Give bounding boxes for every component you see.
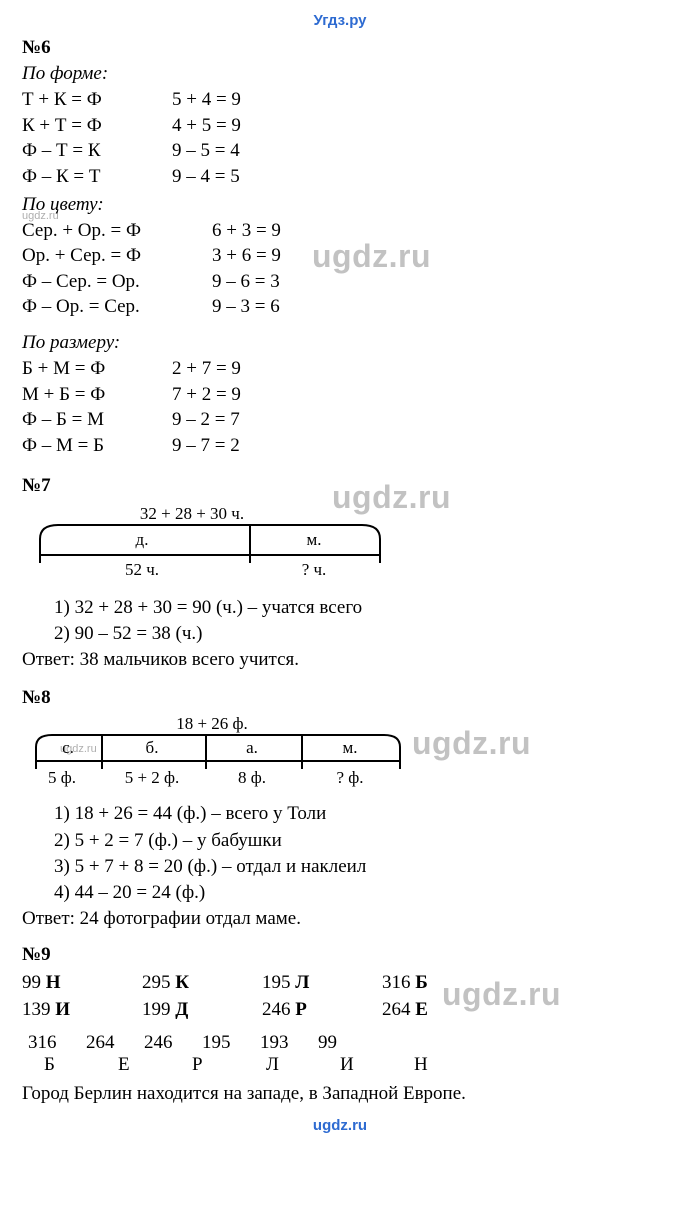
p8-seg-top: с. xyxy=(62,738,74,757)
eq-l: Ф – Ор. = Сер. xyxy=(22,294,212,320)
p6-size-block: Б + М = Ф2 + 7 = 9 М + Б = Ф7 + 2 = 9 Ф … xyxy=(22,356,658,459)
cipher-num: 264 xyxy=(86,1032,144,1055)
p7-line: 1) 32 + 28 + 30 = 90 (ч.) – учатся всего xyxy=(22,595,658,621)
p6-color-block: Сер. + Ор. = Ф6 + 3 = 9 Ор. + Сер. = Ф3 … xyxy=(22,218,658,321)
eq-r: 5 + 4 = 9 xyxy=(172,87,241,113)
p7-seg2-top: м. xyxy=(306,530,321,549)
p9-cipher-nums: 316 264 246 195 193 99 xyxy=(22,1032,658,1055)
cipher-num: 193 xyxy=(260,1032,318,1055)
p6-title: №6 xyxy=(22,37,658,59)
p8-title: №8 xyxy=(22,687,658,709)
p8-seg-bot: 5 ф. xyxy=(48,768,76,787)
eq-r: 9 – 7 = 2 xyxy=(172,433,240,459)
p7-seg1-bot: 52 ч. xyxy=(125,560,159,579)
eq-r: 9 – 6 = 3 xyxy=(212,269,280,295)
cipher-num: 246 xyxy=(144,1032,202,1055)
eq-l: Т + К = Ф xyxy=(22,87,172,113)
p8-seg-bot: ? ф. xyxy=(336,768,363,787)
eq-l: Ф – Т = К xyxy=(22,138,172,164)
bottom-link[interactable]: ugdz.ru xyxy=(22,1117,658,1134)
cipher-let: Л xyxy=(250,1054,324,1077)
p9-conclusion: Город Берлин находится на западе, в Запа… xyxy=(22,1081,658,1107)
p8-line: 3) 5 + 7 + 8 = 20 (ф.) – отдал и наклеил xyxy=(22,854,658,880)
eq-r: 9 – 3 = 6 xyxy=(212,294,280,320)
cipher-let: И xyxy=(324,1054,398,1077)
p7-diagram: 32 + 28 + 30 ч. д. м. 52 ч. ? ч. ugdz.ru xyxy=(22,503,658,589)
p8-diagram: 18 + 26 ф. с. б. а. м. 5 ф. 5 + 2 ф. 8 ф… xyxy=(22,715,658,795)
page: Угдз.ру №6 По форме: Т + К = Ф5 + 4 = 9 … xyxy=(0,0,680,1152)
p6-size-header: По размеру: xyxy=(22,332,658,354)
eq-r: 4 + 5 = 9 xyxy=(172,113,241,139)
eq-r: 9 – 4 = 5 xyxy=(172,164,240,190)
wm: ugdz.ru xyxy=(412,725,531,762)
code-cell: 139 И xyxy=(22,997,142,1024)
p6-color-header: По цвету: xyxy=(22,194,658,216)
p8-seg-bot: 5 + 2 ф. xyxy=(125,768,180,787)
p8-seg-bot: 8 ф. xyxy=(238,768,266,787)
cipher-let: Н xyxy=(398,1054,472,1077)
eq-r: 6 + 3 = 9 xyxy=(212,218,281,244)
cipher-num: 99 xyxy=(318,1032,376,1055)
cipher-let: Р xyxy=(176,1054,250,1077)
code-cell: 99 Н xyxy=(22,970,142,997)
code-cell: 246 Р xyxy=(262,997,382,1024)
p9-codes: 99 Н 295 К 195 Л 316 Б 139 И 199 Д 246 Р… xyxy=(22,970,658,1023)
code-cell: 199 Д xyxy=(142,997,262,1024)
code-cell: 195 Л xyxy=(262,970,382,997)
eq-l: Ф – Сер. = Ор. xyxy=(22,269,212,295)
p8-line: 2) 5 + 2 = 7 (ф.) – у бабушки xyxy=(22,828,658,854)
eq-l: Ф – К = Т xyxy=(22,164,172,190)
cipher-num: 316 xyxy=(28,1032,86,1055)
eq-l: Ф – М = Б xyxy=(22,433,172,459)
code-cell: 316 Б xyxy=(382,970,502,997)
p7-seg2-bot: ? ч. xyxy=(302,560,327,579)
p7-seg1-top: д. xyxy=(136,530,149,549)
eq-l: Б + М = Ф xyxy=(22,356,172,382)
cipher-num: 195 xyxy=(202,1032,260,1055)
p8-line: 1) 18 + 26 = 44 (ф.) – всего у Толи xyxy=(22,801,658,827)
eq-l: К + Т = Ф xyxy=(22,113,172,139)
eq-l: Ф – Б = М xyxy=(22,407,172,433)
eq-r: 9 – 2 = 7 xyxy=(172,407,240,433)
eq-r: 3 + 6 = 9 xyxy=(212,243,281,269)
p6-shape-block: Т + К = Ф5 + 4 = 9 К + Т = Ф4 + 5 = 9 Ф … xyxy=(22,87,658,190)
p7-top-label: 32 + 28 + 30 ч. xyxy=(140,504,244,523)
eq-r: 7 + 2 = 9 xyxy=(172,382,241,408)
cipher-let: Е xyxy=(102,1054,176,1077)
eq-l: Ор. + Сер. = Ф xyxy=(22,243,212,269)
eq-l: Сер. + Ор. = Ф xyxy=(22,218,212,244)
eq-r: 2 + 7 = 9 xyxy=(172,356,241,382)
p8-seg-top: а. xyxy=(246,738,258,757)
code-cell: 295 К xyxy=(142,970,262,997)
code-cell: 264 Е xyxy=(382,997,502,1024)
cipher-let: Б xyxy=(28,1054,102,1077)
p8-line: 4) 44 – 20 = 24 (ф.) xyxy=(22,880,658,906)
p8-top-label: 18 + 26 ф. xyxy=(176,715,248,733)
p7-title: №7 xyxy=(22,475,658,497)
p6-shape-header: По форме: xyxy=(22,63,658,85)
p8-seg-top: б. xyxy=(146,738,159,757)
p9-cipher-lets: Б Е Р Л И Н xyxy=(22,1054,658,1077)
p7-answer: Ответ: 38 мальчиков всего учится. xyxy=(22,647,658,673)
p8-answer: Ответ: 24 фотографии отдал маме. xyxy=(22,906,658,932)
p8-seg-top: м. xyxy=(342,738,357,757)
top-link[interactable]: Угдз.ру xyxy=(22,12,658,29)
p9-title: №9 xyxy=(22,944,658,966)
eq-l: М + Б = Ф xyxy=(22,382,172,408)
eq-r: 9 – 5 = 4 xyxy=(172,138,240,164)
p7-line: 2) 90 – 52 = 38 (ч.) xyxy=(22,621,658,647)
